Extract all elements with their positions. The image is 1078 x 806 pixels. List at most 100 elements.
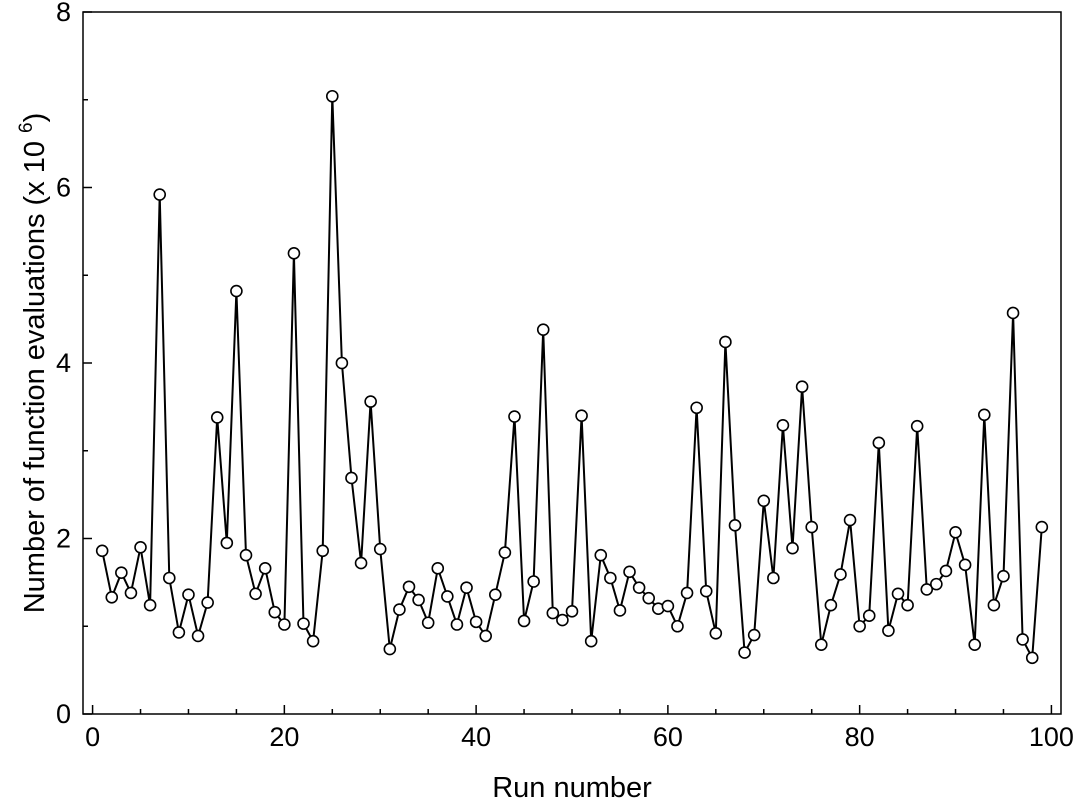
data-point [776, 419, 790, 432]
y-tick-label: 6 [56, 173, 71, 203]
data-point [287, 247, 301, 260]
data-point [134, 540, 147, 554]
data-point [268, 605, 282, 619]
data-point [479, 629, 493, 643]
data-point [661, 599, 675, 613]
data-point [728, 519, 742, 532]
y-tick-label: 8 [56, 0, 71, 27]
data-point [182, 588, 195, 601]
data-point [220, 536, 234, 550]
data-point [431, 562, 445, 575]
data-point [1035, 520, 1049, 534]
data-point [882, 624, 895, 637]
y-axis-title: Number of function evaluations (x 10 6) [16, 113, 51, 614]
data-point [575, 409, 588, 422]
data-point [824, 598, 838, 612]
data-point [556, 613, 569, 627]
data-point [143, 598, 157, 612]
x-tick-label: 80 [845, 722, 875, 752]
y-tick-label: 4 [56, 348, 71, 378]
data-point [278, 618, 291, 631]
data-point [594, 548, 608, 562]
data-point [939, 564, 953, 578]
data-point [690, 401, 703, 415]
data-point [508, 410, 521, 423]
series-line [101, 96, 1043, 662]
data-point [747, 628, 761, 642]
data-point [642, 591, 656, 605]
data-point [162, 571, 176, 585]
data-point [977, 408, 991, 422]
data-point [210, 411, 224, 424]
data-point [719, 335, 732, 349]
y-axis-title-suffix: ) [19, 113, 51, 123]
data-point [95, 544, 109, 558]
y-tick-label: 0 [56, 699, 71, 729]
data-point [383, 642, 397, 656]
data-point [412, 593, 425, 607]
data-point [709, 626, 723, 640]
data-point [968, 638, 982, 651]
data-point [527, 575, 540, 588]
data-point [767, 571, 780, 585]
data-point [258, 562, 272, 575]
data-point [402, 580, 416, 594]
data-point [1025, 651, 1039, 665]
data-point [450, 618, 464, 631]
data-point [862, 609, 876, 623]
y-axis-title-exponent: 6 [16, 122, 37, 133]
data-point [488, 588, 502, 601]
data-point [805, 520, 819, 534]
data-point [498, 546, 512, 559]
data-point [604, 571, 617, 585]
data-point [517, 614, 531, 628]
data-point [786, 541, 799, 555]
data-point [393, 603, 406, 616]
axis-ticks [83, 11, 1053, 715]
data-point [421, 616, 435, 630]
data-point [613, 604, 627, 617]
data-point [364, 395, 377, 408]
data-point [814, 638, 828, 651]
y-axis-title-prefix: Number of function evaluations (x 10 [19, 141, 51, 613]
data-point [872, 436, 886, 450]
data-point [671, 619, 684, 633]
data-point [124, 586, 138, 600]
data-point [460, 581, 473, 594]
data-point [191, 629, 205, 643]
data-point [230, 284, 243, 298]
data-point [373, 542, 387, 556]
data-point [469, 615, 483, 629]
data-point [153, 188, 167, 201]
data-point [949, 526, 962, 539]
data-point [565, 605, 579, 618]
data-point [930, 577, 943, 591]
data-point [172, 626, 186, 639]
data-point [115, 566, 128, 580]
data-point [536, 323, 550, 336]
data-point [546, 606, 560, 620]
data-point [297, 617, 310, 630]
data-point [1006, 306, 1020, 320]
x-tick-label: 0 [85, 722, 100, 752]
data-point [901, 598, 914, 612]
data-point [891, 587, 905, 601]
data-point [910, 419, 924, 433]
x-tick-label: 100 [1029, 722, 1074, 752]
data-point [843, 513, 857, 527]
data-point [699, 584, 713, 598]
data-point [325, 89, 339, 103]
data-point [834, 568, 847, 581]
x-tick-label: 20 [269, 722, 299, 752]
data-point [354, 556, 368, 570]
y-tick-label: 2 [56, 524, 71, 554]
data-point [345, 471, 358, 485]
data-point [997, 569, 1010, 583]
data-point [201, 596, 214, 609]
data-point [738, 646, 751, 659]
data-point [1016, 633, 1029, 646]
x-tick-label: 60 [653, 722, 683, 752]
data-point [584, 634, 598, 648]
data-point [105, 590, 119, 604]
data-point [795, 380, 809, 393]
